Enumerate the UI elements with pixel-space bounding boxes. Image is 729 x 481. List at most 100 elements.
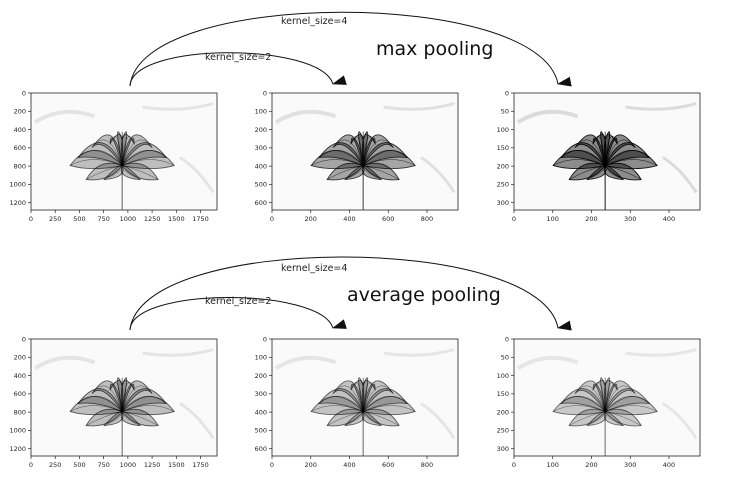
- x-tick-label: 750: [97, 461, 109, 469]
- x-tick-label: 1500: [168, 215, 185, 223]
- y-tick-label: 500: [255, 427, 267, 435]
- axes-frame: [30, 338, 218, 457]
- max-pooling-title: max pooling: [376, 38, 494, 60]
- arrow-kernel-4: [129, 256, 572, 331]
- y-tick-label: 200: [14, 354, 26, 362]
- y-tick-label: 100: [255, 354, 267, 362]
- y-tick-label: 200: [497, 162, 509, 170]
- y-tick-label: 1200: [9, 445, 26, 453]
- y-tick-label: 50: [501, 354, 509, 362]
- average-pooling-kernel2-label: kernel_size=2: [205, 296, 272, 307]
- average-pooling-kernel4-label: kernel_size=4: [281, 263, 348, 274]
- panel-0-1: 0 200 400 600 800 0 100 200 300 400 500 600: [255, 89, 459, 223]
- y-tick-label: 600: [14, 144, 26, 152]
- y-tick-label: 300: [255, 390, 267, 398]
- x-tick-label: 800: [421, 215, 433, 223]
- y-tick-label: 100: [497, 372, 509, 380]
- y-tick-label: 50: [501, 108, 509, 116]
- x-tick-label: 500: [73, 461, 85, 469]
- panel-1-0: 0 250 500 750 1000 1250 1500 1750 0 200 400 600 800 1…: [9, 335, 218, 469]
- x-tick-label: 1000: [120, 215, 137, 223]
- x-tick-label: 500: [73, 215, 85, 223]
- y-tick-label: 100: [497, 126, 509, 134]
- axes-frame: [271, 92, 459, 211]
- x-tick-label: 1250: [144, 461, 161, 469]
- x-tick-label: 0: [270, 215, 274, 223]
- y-tick-label: 250: [497, 427, 509, 435]
- x-tick-label: 100: [547, 215, 559, 223]
- y-tick-label: 200: [497, 408, 509, 416]
- x-tick-label: 600: [382, 215, 394, 223]
- x-tick-label: 400: [343, 215, 355, 223]
- max-pooling-kernel4-label: kernel_size=4: [281, 16, 348, 27]
- panel-1-2: 0 100 200 300 400 0 50 100 150 200 250 300: [497, 335, 701, 469]
- x-tick-label: 0: [270, 461, 274, 469]
- x-tick-label: 200: [585, 215, 597, 223]
- y-tick-label: 300: [497, 445, 509, 453]
- y-tick-label: 200: [14, 108, 26, 116]
- x-tick-label: 1000: [120, 461, 137, 469]
- x-tick-label: 800: [421, 461, 433, 469]
- x-tick-label: 200: [585, 461, 597, 469]
- panel-0-0: 0 250 500 750 1000 1250 1500 1750 0 200 400 600 800 1…: [9, 89, 218, 223]
- x-tick-label: 0: [29, 215, 33, 223]
- y-tick-label: 0: [505, 335, 509, 343]
- y-tick-label: 150: [497, 390, 509, 398]
- x-tick-label: 1750: [192, 461, 209, 469]
- y-tick-label: 200: [255, 126, 267, 134]
- x-tick-label: 200: [305, 461, 317, 469]
- y-tick-label: 800: [14, 408, 26, 416]
- panel-0-2: 0 100 200 300 400 0 50 100 150 200 250 300: [497, 89, 701, 223]
- axes-frame: [513, 338, 701, 457]
- y-tick-label: 500: [255, 181, 267, 189]
- x-tick-label: 600: [382, 461, 394, 469]
- y-tick-label: 400: [255, 408, 267, 416]
- lotus-image: [31, 93, 217, 210]
- arrow-kernel-2: [129, 52, 347, 87]
- x-tick-label: 300: [624, 215, 636, 223]
- x-tick-label: 1750: [192, 215, 209, 223]
- x-tick-label: 1250: [144, 215, 161, 223]
- arrow-kernel-2: [129, 297, 347, 331]
- y-tick-label: 150: [497, 144, 509, 152]
- axes-frame: [513, 92, 701, 211]
- x-tick-label: 0: [512, 215, 516, 223]
- x-tick-label: 0: [29, 461, 33, 469]
- lotus-image: [272, 339, 458, 456]
- x-tick-label: 250: [49, 461, 61, 469]
- x-tick-label: 750: [97, 215, 109, 223]
- axes-frame: [30, 92, 218, 211]
- y-tick-label: 200: [255, 372, 267, 380]
- y-tick-label: 300: [255, 144, 267, 152]
- y-tick-label: 600: [14, 390, 26, 398]
- panel-1-1: 0 200 400 600 800 0 100 200 300 400 500 600: [255, 335, 459, 469]
- x-tick-label: 400: [663, 215, 675, 223]
- y-tick-label: 600: [255, 445, 267, 453]
- average-pooling-title: average pooling: [347, 284, 501, 306]
- lotus-image: [514, 339, 700, 456]
- y-tick-label: 0: [263, 335, 267, 343]
- x-tick-label: 250: [49, 215, 61, 223]
- lotus-image: [514, 93, 700, 210]
- arrow-kernel-4: [129, 11, 572, 87]
- x-tick-label: 200: [305, 215, 317, 223]
- x-tick-label: 400: [343, 461, 355, 469]
- x-tick-label: 0: [512, 461, 516, 469]
- x-tick-label: 1500: [168, 461, 185, 469]
- lotus-image: [272, 93, 458, 210]
- y-tick-label: 1200: [9, 199, 26, 207]
- y-tick-label: 1000: [9, 181, 26, 189]
- y-tick-label: 300: [497, 199, 509, 207]
- y-tick-label: 250: [497, 181, 509, 189]
- y-tick-label: 0: [505, 89, 509, 97]
- max-pooling-kernel2-label: kernel_size=2: [205, 52, 272, 63]
- y-tick-label: 0: [22, 89, 26, 97]
- y-tick-label: 100: [255, 108, 267, 116]
- y-tick-label: 0: [22, 335, 26, 343]
- x-tick-label: 100: [547, 461, 559, 469]
- y-tick-label: 0: [263, 89, 267, 97]
- lotus-image: [31, 339, 217, 456]
- y-tick-label: 400: [14, 372, 26, 380]
- y-tick-label: 1000: [9, 427, 26, 435]
- x-tick-label: 400: [663, 461, 675, 469]
